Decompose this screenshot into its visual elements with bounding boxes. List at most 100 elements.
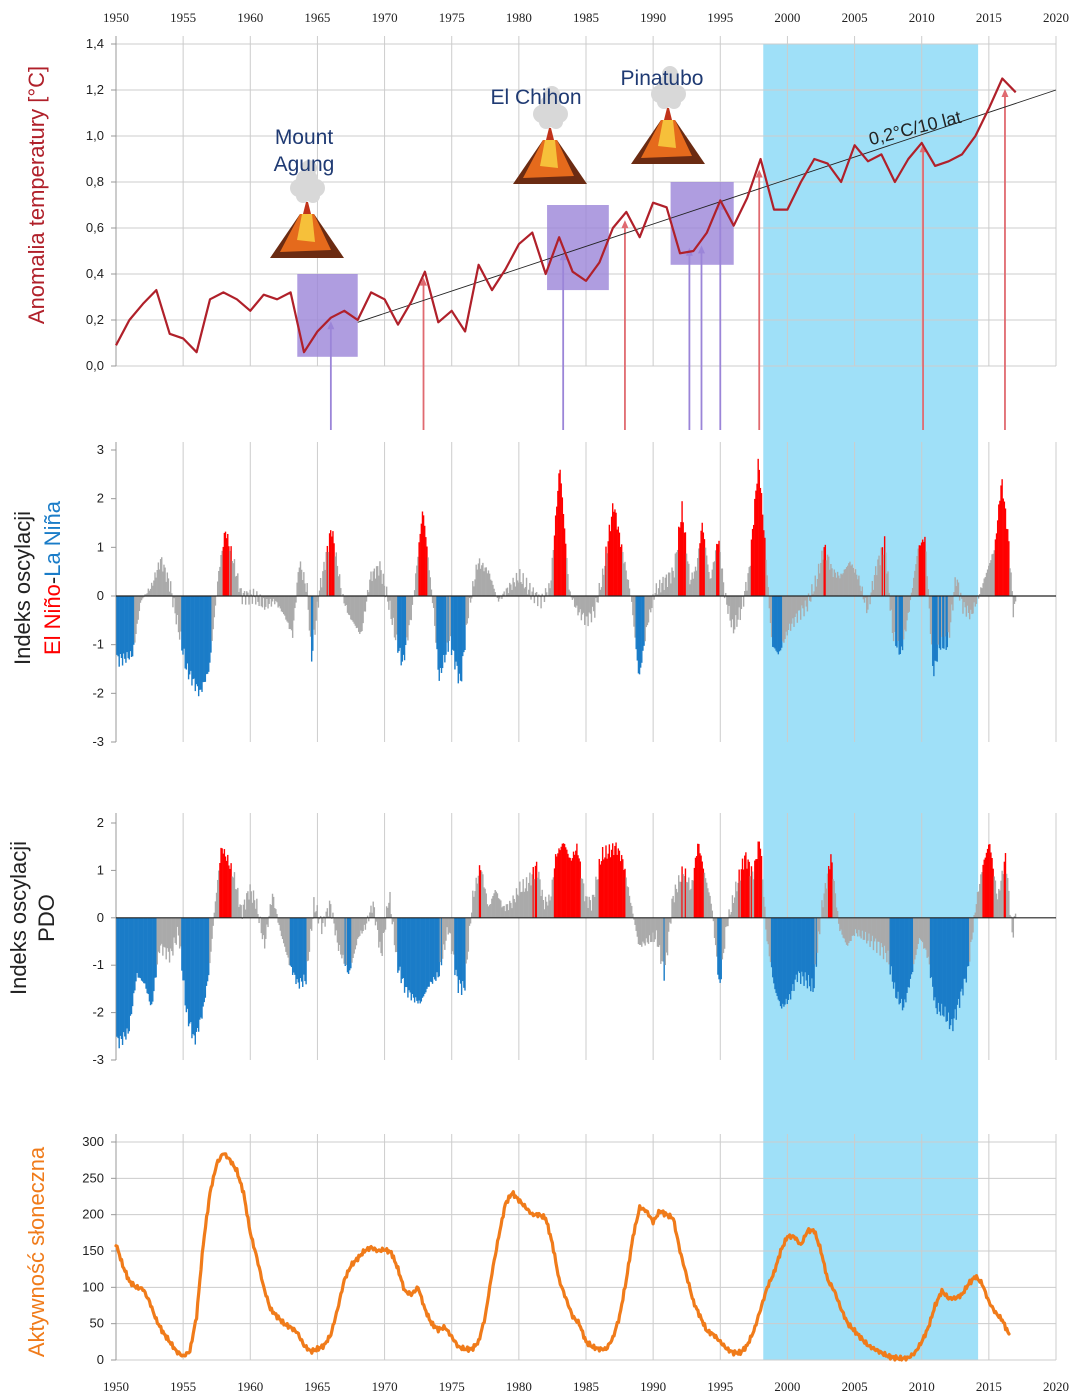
pdo-bar-694: [892, 917, 895, 989]
enso-bar-598: [785, 596, 787, 632]
enso-bar-209: [350, 596, 352, 620]
enso-bar-524: [702, 532, 705, 596]
enso-bar-259: [406, 596, 408, 638]
pdo-bar-458: [628, 895, 631, 918]
enso-bar-707: [907, 596, 909, 613]
enso-bar-353: [511, 589, 513, 596]
enso-bar-150: [284, 596, 286, 616]
ytick-0-4: 0,8: [86, 174, 104, 189]
enso-bar-94: [221, 550, 223, 596]
enso-bar-101: [229, 550, 231, 596]
pdo-bar-241: [385, 906, 388, 918]
enso-bar-194: [333, 543, 335, 596]
enso-bar-799: [1010, 572, 1012, 596]
pdo-bar-411: [576, 843, 578, 918]
pdo-bar-44: [165, 917, 167, 960]
pdo-bar-389: [551, 879, 553, 918]
enso-bar-709: [909, 596, 912, 601]
pdo-bar-263: [410, 917, 412, 1001]
pdo-bar-610: [798, 917, 801, 973]
pdo-bar-734: [937, 917, 940, 1003]
pdo-bar-616: [805, 917, 808, 981]
pdo-bar-174: [310, 917, 313, 931]
pdo-bar-574: [758, 841, 761, 918]
enso-bar-74: [199, 596, 201, 690]
pdo-bar-462: [633, 917, 635, 920]
pdo-bar-292: [443, 917, 445, 945]
pdo-bar-595: [782, 917, 784, 1004]
enso-bar-178: [315, 596, 317, 621]
volcano-icon-pinatubo-smoke-3: [662, 66, 678, 82]
enso-bar-632: [823, 547, 825, 596]
enso-bar-86: [212, 596, 214, 630]
pdo-bar-516: [693, 867, 696, 918]
pdo-bar-738: [942, 917, 944, 1016]
enso-bar-653: [847, 565, 849, 596]
pdo-bar-508: [684, 868, 687, 918]
pdo-bar-723: [925, 917, 927, 950]
enso-bar-85: [211, 596, 213, 641]
enso-bar-481: [654, 593, 656, 596]
pdo-bar-494: [669, 917, 671, 923]
enso-bar-318: [472, 581, 474, 596]
enso-bar-700: [899, 596, 902, 655]
pdo-bar-280: [429, 917, 432, 982]
enso-bar-270: [418, 542, 420, 596]
enso-bar-379: [540, 596, 542, 609]
enso-bar-761: [967, 596, 970, 613]
pdo-bar-191: [330, 904, 332, 918]
enso-bar-591: [777, 596, 780, 655]
enso-bar-139: [271, 596, 274, 602]
enso-bar-29: [148, 590, 151, 596]
enso-bar-427: [594, 596, 596, 618]
enso-bar-793: [1003, 501, 1006, 596]
pdo-bar-311: [464, 917, 466, 991]
pdo-bar-33: [153, 917, 155, 992]
pdo-bar-668: [863, 917, 866, 940]
enso-bar-667: [862, 596, 865, 600]
pdo-bar-379: [540, 896, 542, 918]
pdo-bar-417: [582, 883, 585, 918]
pdo-bar-673: [869, 917, 871, 947]
enso-bar-738: [942, 596, 944, 649]
enso-bar-741: [945, 596, 947, 650]
pdo-bar-7: [124, 917, 126, 1037]
enso-bar-122: [252, 588, 255, 596]
enso-bar-77: [202, 596, 204, 683]
enso-bar-317: [471, 596, 473, 599]
pdo-bar-63: [186, 917, 189, 1009]
enso-bar-583: [768, 596, 771, 609]
enso-bar-567: [750, 539, 753, 596]
enso-bar-213: [354, 596, 357, 626]
pdo-bar-249: [394, 917, 397, 953]
ytick-3-5: 250: [82, 1170, 104, 1185]
enso-bar-711: [911, 587, 914, 596]
pdo-bar-206: [346, 917, 349, 973]
enso-bar-716: [917, 548, 919, 596]
enso-bar-723: [925, 551, 927, 596]
enso-bar-341: [497, 596, 500, 602]
enso-bar-550: [731, 596, 734, 620]
enso-bar-358: [516, 580, 519, 596]
enso-bar-695: [894, 596, 896, 632]
pdo-bar-522: [700, 855, 702, 918]
enso-bar-478: [651, 596, 653, 608]
enso-bar-433: [600, 587, 603, 596]
ytick-1-6: 3: [97, 442, 104, 457]
enso-bar-291: [441, 596, 444, 669]
enso-bar-36: [156, 569, 158, 596]
pdo-bar-679: [876, 917, 878, 953]
enso-bar-518: [695, 570, 698, 596]
pdo-bar-30: [149, 917, 152, 1006]
enso-bar-78: [203, 596, 205, 682]
pdo-bar-13: [130, 917, 133, 1015]
pdo-bar-602: [789, 917, 792, 1000]
pdo-bar-651: [844, 917, 847, 943]
enso-bar-676: [872, 589, 875, 596]
pdo-bar-55: [177, 917, 180, 936]
pdo-bar-537: [717, 917, 719, 975]
pdo-bar-129: [260, 917, 263, 934]
pdo-bar-124: [255, 908, 257, 918]
pdo-bar-786: [995, 893, 998, 918]
pdo-bar-268: [416, 917, 418, 1001]
